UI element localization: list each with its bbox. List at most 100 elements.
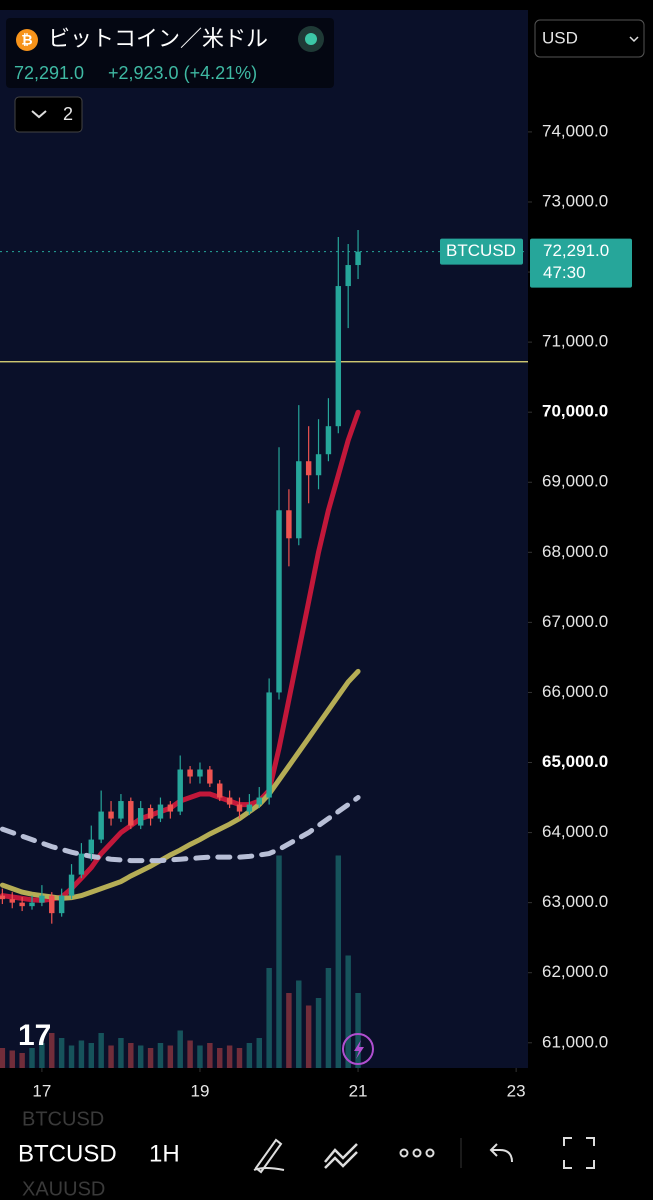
volume-bar xyxy=(296,980,302,1068)
x-tick-label: 19 xyxy=(191,1081,210,1100)
watchlist-item[interactable]: BTCUSD xyxy=(22,1108,104,1130)
candle-body xyxy=(187,769,193,777)
candle-body xyxy=(256,797,262,805)
volume-bar xyxy=(197,1045,203,1068)
candle-body xyxy=(177,769,183,812)
header-price: 72,291.0 xyxy=(14,63,84,83)
candle-body xyxy=(39,895,45,903)
draw-icon[interactable] xyxy=(253,1138,285,1174)
chevron-icon xyxy=(31,110,47,119)
tradingview-logo: 17 xyxy=(18,1019,51,1052)
bitcoin-glyph: ₿ xyxy=(21,32,32,48)
x-tick-label: 23 xyxy=(507,1081,526,1100)
y-tick-label: 65,000.0 xyxy=(542,752,608,771)
watchlist-item[interactable]: XAUUSD xyxy=(22,1178,105,1200)
y-tick-label: 74,000.0 xyxy=(542,121,608,140)
undo-icon[interactable] xyxy=(489,1143,513,1163)
x-tick-label: 21 xyxy=(349,1081,368,1100)
dropdown-icon xyxy=(629,36,639,43)
plot xyxy=(0,230,528,1068)
volume-bar xyxy=(345,955,351,1068)
candle-body xyxy=(0,895,6,900)
volume-bar xyxy=(335,855,342,1068)
volume-bar xyxy=(187,1040,193,1068)
indicator-icon[interactable] xyxy=(324,1143,358,1169)
more-icon[interactable] xyxy=(399,1148,435,1158)
candle-body xyxy=(49,895,55,914)
candle-body xyxy=(207,769,213,784)
candle-body xyxy=(197,769,203,777)
y-tick-label: 68,000.0 xyxy=(542,542,608,561)
symbol-badge xyxy=(440,238,523,265)
candle-body xyxy=(226,797,233,805)
volume-bar xyxy=(137,1045,144,1068)
lightning-button[interactable] xyxy=(342,1033,374,1065)
candle-body xyxy=(296,461,302,539)
header-panel xyxy=(6,18,334,88)
lightning-icon xyxy=(354,1040,364,1059)
volume-bar xyxy=(19,1053,25,1068)
fullscreen-icon[interactable] xyxy=(563,1137,595,1169)
toolbar-interval[interactable]: 1H xyxy=(149,1140,180,1167)
candle-body xyxy=(98,811,104,840)
x-tick-label: 17 xyxy=(32,1081,51,1100)
volume-bar xyxy=(325,968,332,1068)
candle-body xyxy=(246,804,253,812)
y-tick-label: 62,000.0 xyxy=(542,962,608,981)
volume-bar xyxy=(0,1048,6,1068)
volume-bar xyxy=(68,1045,75,1068)
volume-bar xyxy=(49,1033,55,1068)
candle-body xyxy=(29,902,35,907)
plot-area xyxy=(0,10,528,1068)
currency-select[interactable] xyxy=(534,19,645,58)
candle-body xyxy=(78,853,85,875)
volume-bar xyxy=(305,1005,312,1068)
symbol-title[interactable]: ビットコイン／米ドル xyxy=(48,26,268,51)
volume-bar xyxy=(128,1043,134,1068)
candle-body xyxy=(236,804,243,812)
moving-average xyxy=(0,795,361,864)
candle-body xyxy=(137,808,144,826)
candle-body xyxy=(167,804,174,812)
y-tick-label: 66,000.0 xyxy=(542,682,608,701)
volume-bar xyxy=(177,1030,183,1068)
y-tick-label: 61,000.0 xyxy=(542,1032,608,1051)
symbol-badge-label: BTCUSD xyxy=(446,241,516,260)
candle-body xyxy=(355,251,361,266)
y-tick-label: 67,000.0 xyxy=(542,612,608,631)
indicator-toggle[interactable] xyxy=(14,96,83,133)
price-badge-label: 72,291.0 xyxy=(543,241,609,260)
y-tick-label: 71,000.0 xyxy=(542,332,608,351)
candle-body xyxy=(58,895,65,914)
candle-body xyxy=(345,265,351,287)
candle-body xyxy=(19,902,25,907)
candle-body xyxy=(157,804,164,819)
header-change: +2,923.0 (+4.21%) xyxy=(108,63,257,83)
volume-bar xyxy=(9,1050,15,1068)
volume-bar xyxy=(266,968,272,1068)
toolbar xyxy=(0,1110,653,1200)
volume-bar xyxy=(207,1043,213,1068)
countdown-label: 47:30 xyxy=(543,263,586,282)
candle-body xyxy=(217,783,223,798)
candle-body xyxy=(286,510,292,539)
indicator-count: 2 xyxy=(63,104,73,124)
candle-body xyxy=(9,899,15,903)
candle-body xyxy=(108,811,114,819)
volume-bar xyxy=(108,1045,114,1068)
candle-body xyxy=(305,461,312,476)
volume-bar xyxy=(39,1043,45,1068)
y-tick-label: 70,000.0 xyxy=(542,402,608,421)
y-tick-label: 73,000.0 xyxy=(542,191,608,210)
volume-bar xyxy=(226,1045,233,1068)
volume-bar xyxy=(315,998,322,1068)
volume-bar xyxy=(98,1033,104,1068)
candle-body xyxy=(128,801,134,826)
volume-bar xyxy=(276,855,282,1068)
volume-bar xyxy=(355,993,361,1068)
candle-body xyxy=(68,874,75,896)
candle-body xyxy=(315,454,322,476)
market-status-dot xyxy=(305,33,317,45)
toolbar-symbol[interactable]: BTCUSD xyxy=(18,1140,117,1167)
